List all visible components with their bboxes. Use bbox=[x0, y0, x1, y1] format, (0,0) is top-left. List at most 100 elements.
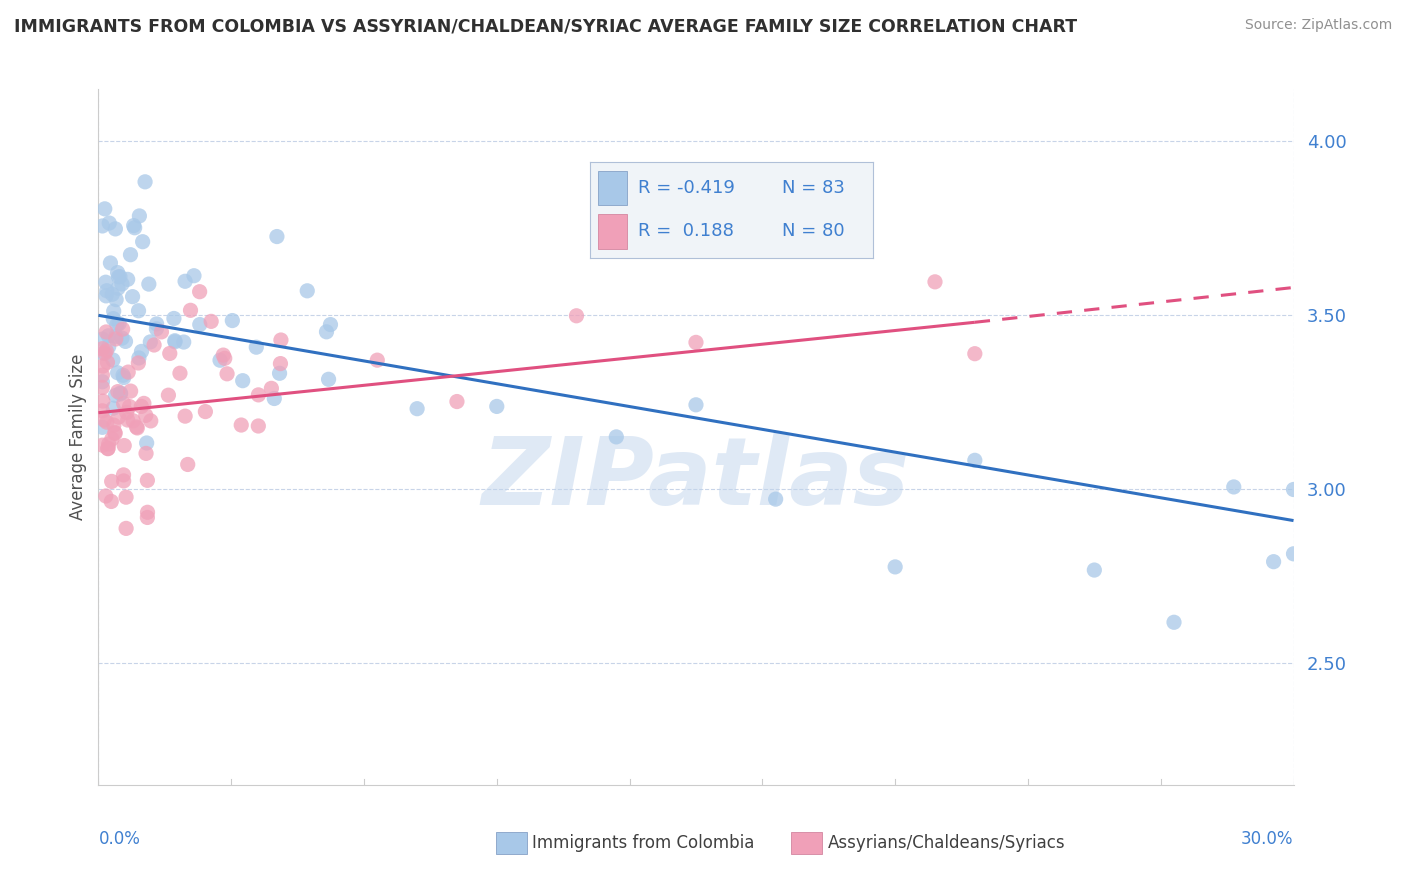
Point bbox=[446, 394, 468, 409]
Point bbox=[94, 489, 117, 503]
Point bbox=[163, 311, 186, 326]
Point bbox=[122, 414, 145, 428]
Point bbox=[101, 401, 124, 416]
Point bbox=[127, 356, 149, 370]
Text: N = 83: N = 83 bbox=[783, 179, 845, 197]
Point bbox=[103, 311, 125, 326]
Point bbox=[101, 287, 124, 301]
Point bbox=[107, 281, 129, 295]
Point bbox=[150, 325, 173, 339]
Point bbox=[157, 388, 180, 402]
Point bbox=[319, 318, 342, 332]
Point bbox=[174, 409, 197, 424]
Point bbox=[115, 490, 138, 504]
Point bbox=[105, 293, 128, 307]
Point bbox=[103, 418, 125, 433]
Point bbox=[94, 346, 117, 360]
Point bbox=[121, 290, 143, 304]
Point bbox=[91, 404, 114, 418]
Point bbox=[163, 334, 186, 348]
Point bbox=[231, 417, 253, 432]
Point bbox=[685, 398, 707, 412]
Point bbox=[117, 413, 139, 427]
Point bbox=[221, 313, 243, 327]
Point bbox=[91, 394, 114, 409]
Point bbox=[188, 285, 211, 299]
Point bbox=[135, 436, 157, 450]
Text: Source: ZipAtlas.com: Source: ZipAtlas.com bbox=[1244, 18, 1392, 32]
Point bbox=[107, 410, 129, 425]
Point bbox=[131, 400, 153, 414]
Point bbox=[108, 269, 131, 284]
Point bbox=[110, 386, 132, 401]
Point bbox=[247, 419, 270, 434]
Text: IMMIGRANTS FROM COLOMBIA VS ASSYRIAN/CHALDEAN/SYRIAC AVERAGE FAMILY SIZE CORRELA: IMMIGRANTS FROM COLOMBIA VS ASSYRIAN/CHA… bbox=[14, 18, 1077, 36]
Point bbox=[115, 405, 138, 419]
Point bbox=[124, 220, 146, 235]
Point bbox=[145, 322, 167, 336]
Point bbox=[209, 353, 232, 368]
Point bbox=[104, 426, 127, 441]
Point bbox=[100, 494, 122, 508]
Point bbox=[97, 328, 120, 343]
Point bbox=[131, 235, 153, 249]
Point bbox=[159, 346, 181, 360]
Point bbox=[108, 317, 131, 331]
Point bbox=[128, 209, 150, 223]
Text: 30.0%: 30.0% bbox=[1241, 830, 1294, 848]
Point bbox=[112, 474, 135, 488]
Point bbox=[112, 368, 135, 383]
Point bbox=[98, 216, 121, 230]
Point bbox=[136, 474, 159, 488]
Point bbox=[104, 222, 127, 236]
Point bbox=[97, 442, 120, 456]
Point bbox=[215, 367, 238, 381]
Text: 0.0%: 0.0% bbox=[98, 830, 141, 848]
Point bbox=[110, 387, 132, 401]
Point bbox=[100, 256, 122, 270]
Point bbox=[163, 334, 186, 349]
Point bbox=[1282, 483, 1305, 497]
Point bbox=[115, 521, 138, 535]
Point bbox=[103, 304, 125, 318]
Point bbox=[485, 400, 508, 414]
Point bbox=[96, 415, 118, 429]
Text: Assyrians/Chaldeans/Syriacs: Assyrians/Chaldeans/Syriacs bbox=[827, 834, 1066, 852]
Y-axis label: Average Family Size: Average Family Size bbox=[69, 354, 87, 520]
Point bbox=[97, 340, 120, 354]
Point bbox=[605, 430, 627, 444]
Point bbox=[122, 219, 145, 233]
Point bbox=[685, 335, 707, 350]
Point bbox=[91, 346, 114, 360]
Text: Immigrants from Colombia: Immigrants from Colombia bbox=[531, 834, 755, 852]
Point bbox=[269, 366, 291, 380]
Point bbox=[96, 284, 118, 298]
Point bbox=[97, 442, 120, 456]
Text: ZIPatlas: ZIPatlas bbox=[482, 433, 910, 524]
Point bbox=[112, 467, 135, 482]
Point bbox=[107, 266, 129, 280]
Point bbox=[104, 425, 127, 440]
Point bbox=[91, 219, 114, 233]
Point bbox=[125, 420, 148, 434]
Point bbox=[884, 560, 907, 574]
Point bbox=[318, 372, 340, 386]
Point bbox=[174, 274, 197, 288]
Point bbox=[94, 202, 117, 216]
Point bbox=[91, 359, 114, 373]
Point bbox=[97, 437, 120, 451]
Point bbox=[179, 303, 201, 318]
Point bbox=[136, 505, 159, 519]
Point bbox=[91, 420, 114, 434]
Point bbox=[136, 510, 159, 524]
Point bbox=[96, 355, 118, 369]
Point bbox=[135, 409, 157, 423]
Point bbox=[232, 374, 254, 388]
Point bbox=[111, 322, 134, 336]
Point bbox=[804, 233, 827, 247]
Point bbox=[93, 413, 115, 427]
Point bbox=[1163, 615, 1185, 630]
Point bbox=[263, 392, 285, 406]
Point bbox=[214, 351, 236, 366]
Point bbox=[111, 331, 134, 345]
